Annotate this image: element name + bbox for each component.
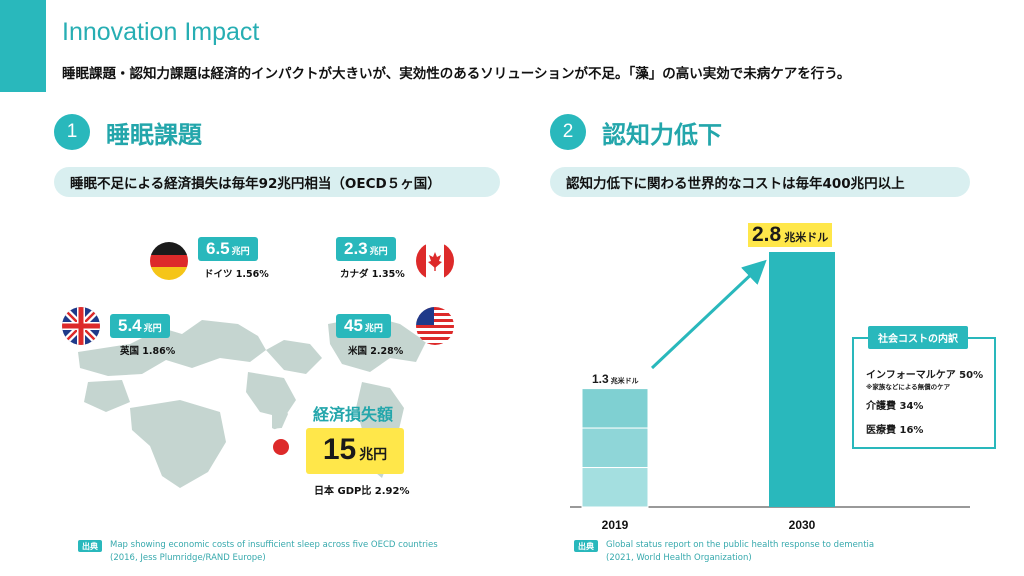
breakdown-note: ※家族などによる無償のケア xyxy=(866,383,951,391)
japan-loss-title: 経済損失額 xyxy=(313,405,394,424)
japan-flag-icon xyxy=(262,428,300,466)
germany-value: 6.5 兆円 xyxy=(198,237,258,261)
bar-2019-segment-1 xyxy=(581,388,649,429)
usa-label: 米国 2.28% xyxy=(348,346,404,357)
source-1-tag: 出典 xyxy=(78,540,102,552)
uk-value-unit: 兆円 xyxy=(143,323,162,333)
source-2: 出典 Global status report on the public he… xyxy=(574,539,874,565)
canada-label: カナダ 1.35% xyxy=(340,269,405,280)
source-1-line2: (2016, Jess Plumridge/RAND Europe) xyxy=(110,553,266,563)
usa-value-unit: 兆円 xyxy=(364,323,383,333)
bar-2019-unit: 兆米ドル xyxy=(610,378,639,385)
section-1-header: 1 睡眠課題 xyxy=(54,114,202,150)
breakdown-nursing-care: 介護費 34% xyxy=(866,401,924,412)
section-2-number: 2 xyxy=(550,114,586,150)
uk-flag-icon xyxy=(62,307,100,345)
source-1-line1: Map showing economic costs of insufficie… xyxy=(110,540,438,550)
section-1-headline: 睡眠不足による経済損失は毎年92兆円相当（OECD５ヶ国） xyxy=(54,167,500,197)
source-2-tag: 出典 xyxy=(574,540,598,552)
japan-loss-number: 15 xyxy=(322,433,357,466)
germany-flag-icon xyxy=(150,242,188,280)
breakdown-informal-care: インフォーマルケア 50% xyxy=(866,370,984,381)
bar-2019-label: 1.3 兆米ドル xyxy=(592,372,639,386)
bar-2030-unit: 兆米ドル xyxy=(784,232,829,244)
breakdown-medical: 医療費 16% xyxy=(866,425,924,436)
section-1-number: 1 xyxy=(54,114,90,150)
bar-2019-segment-2 xyxy=(581,427,649,469)
germany-value-unit: 兆円 xyxy=(231,246,250,256)
section-2-title: 認知力低下 xyxy=(602,120,722,149)
cost-breakdown-box: 社会コストの内訳 インフォーマルケア 50% ※家族などによる無償のケア 介護費… xyxy=(852,326,996,449)
section-2-header: 2 認知力低下 xyxy=(550,114,722,150)
bar-2019-value: 1.3 xyxy=(592,372,609,386)
canada-value: 2.3 兆円 xyxy=(336,237,396,261)
x-tick-2019: 2019 xyxy=(602,518,629,532)
canada-flag-icon xyxy=(416,242,454,280)
usa-value: 45 兆円 xyxy=(336,314,391,338)
usa-value-number: 45 xyxy=(344,316,363,335)
bar-2030-value: 2.8 xyxy=(752,223,782,246)
breakdown-title: 社会コストの内訳 xyxy=(868,326,968,349)
bar-2019-segment-3 xyxy=(581,467,649,508)
uk-value: 5.4 兆円 xyxy=(110,314,170,338)
world-map xyxy=(78,316,426,488)
x-tick-2030: 2030 xyxy=(789,518,816,532)
page-subtitle: 睡眠課題・認知力課題は経済的インパクトが大きいが、実効性のあるソリューションが不… xyxy=(62,66,851,82)
growth-arrow xyxy=(650,259,767,370)
japan-loss-label: 日本 GDP比 2.92% xyxy=(314,486,410,497)
bar-2030 xyxy=(769,252,835,507)
japan-loss-value: 15 兆円 xyxy=(306,428,404,474)
accent-bar xyxy=(0,0,46,92)
germany-label: ドイツ 1.56% xyxy=(204,269,269,280)
page-title: Innovation Impact xyxy=(62,18,260,46)
source-2-line1: Global status report on the public healt… xyxy=(606,540,875,550)
source-2-line2: (2021, World Health Organization) xyxy=(606,553,752,563)
bar-2030-label: 2.8 兆米ドル xyxy=(748,223,833,247)
uk-label: 英国 1.86% xyxy=(120,346,176,357)
canada-value-unit: 兆円 xyxy=(369,246,388,256)
section-1-title: 睡眠課題 xyxy=(106,120,202,149)
japan-loss-unit: 兆円 xyxy=(359,446,388,462)
germany-value-number: 6.5 xyxy=(206,239,230,258)
source-1: 出典 Map showing economic costs of insuffi… xyxy=(78,539,438,565)
section-2-headline: 認知力低下に関わる世界的なコストは毎年400兆円以上 xyxy=(550,167,970,197)
uk-value-number: 5.4 xyxy=(118,316,142,335)
usa-flag-icon xyxy=(416,307,454,345)
dementia-cost-chart: 2019 2030 xyxy=(570,252,970,532)
canada-value-number: 2.3 xyxy=(344,239,368,258)
